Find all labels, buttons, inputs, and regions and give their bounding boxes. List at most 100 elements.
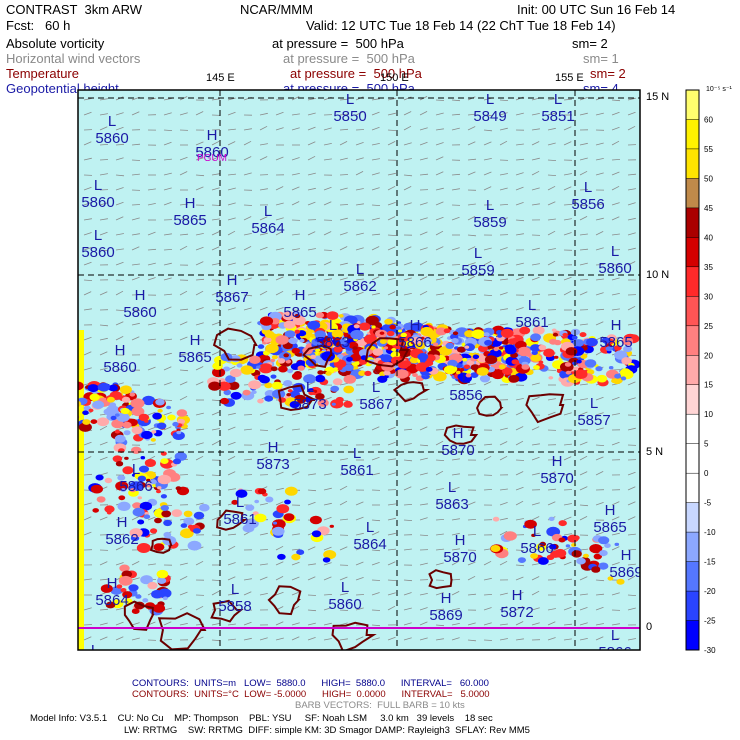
vorticity-blob: [231, 499, 239, 505]
wind-barb: [451, 127, 460, 131]
wind-barb: [451, 173, 461, 176]
wind-barb: [595, 623, 604, 626]
wind-barb: [403, 186, 412, 191]
wind-barb: [243, 233, 252, 236]
wind-barb: [419, 517, 428, 521]
colorbar-label: 15: [704, 381, 713, 390]
wind-barb: [499, 638, 508, 641]
vorticity-blob: [152, 604, 166, 613]
colorbar-segment: [686, 620, 699, 651]
wind-barb: [131, 204, 141, 206]
vorticity-blob: [307, 320, 321, 330]
wind-barb: [243, 140, 252, 146]
wind-barb: [195, 455, 204, 461]
wind-barb: [435, 382, 444, 386]
hl-value: 5857: [577, 412, 610, 429]
wind-barb: [483, 443, 493, 446]
vorticity-blob: [132, 507, 145, 517]
vorticity-blob: [270, 366, 278, 372]
wind-barb: [291, 533, 300, 536]
wind-barb: [259, 442, 268, 446]
vorticity-blob: [254, 499, 260, 504]
wind-barb: [83, 218, 92, 221]
vorticity-blob: [286, 393, 292, 397]
lat-label-10n: 10 N: [646, 269, 670, 281]
hl-letter: H: [190, 332, 201, 349]
wind-barb: [259, 125, 268, 131]
vorticity-blob: [212, 362, 223, 370]
wind-barb: [195, 381, 204, 386]
wind-barb: [515, 276, 524, 281]
wind-barb: [563, 204, 573, 206]
vorticity-blob: [265, 343, 279, 354]
wind-barb: [451, 322, 460, 326]
vorticity-blob: [245, 504, 255, 511]
vorticity-blob: [294, 313, 301, 319]
hl-value: 5864: [251, 220, 284, 237]
wind-barb: [163, 158, 172, 161]
wind-barb: [211, 263, 220, 266]
vorticity-blob: [574, 369, 588, 380]
vorticity-blob: [579, 332, 587, 338]
vorticity-blob: [400, 332, 408, 338]
wind-barb: [611, 185, 620, 191]
vorticity-blob: [257, 488, 267, 495]
wind-barb: [83, 291, 92, 296]
colorbar-segment: [686, 591, 699, 622]
wind-barb: [99, 516, 108, 521]
wind-barb: [275, 290, 284, 296]
wind-barb: [291, 291, 300, 296]
vorticity-blob: [553, 355, 559, 359]
vorticity-blob: [472, 354, 480, 360]
wind-barb: [275, 637, 284, 641]
wind-barb: [531, 396, 540, 401]
wind-barb: [403, 607, 412, 611]
hl-value: 5851: [541, 108, 574, 125]
vorticity-blob: [131, 426, 143, 435]
vorticity-blob: [530, 553, 539, 559]
wind-barb: [499, 530, 508, 536]
vorticity-blob: [105, 601, 116, 609]
wind-barb: [403, 174, 413, 177]
wind-barb: [147, 338, 156, 341]
wind-barb: [467, 397, 476, 401]
wind-barb: [259, 429, 269, 431]
wind-barb: [627, 575, 636, 581]
wind-barb: [243, 637, 252, 641]
wind-barb: [371, 609, 381, 611]
wind-barb: [355, 561, 364, 566]
wind-barb: [387, 548, 397, 551]
wind-barb: [339, 204, 349, 206]
vorticity-blob: [599, 550, 608, 557]
wind-barb: [435, 592, 444, 596]
wind-barb: [291, 591, 300, 596]
vorticity-blob: [583, 553, 589, 558]
wind-barb: [83, 636, 92, 641]
wind-barb: [435, 624, 445, 627]
hl-letter: L: [132, 461, 140, 478]
wind-barb: [435, 638, 444, 641]
wind-barb: [307, 201, 316, 206]
wind-barb: [531, 141, 540, 146]
vorticity-blob: [464, 343, 475, 352]
vorticity-blob: [346, 356, 353, 362]
wind-barb: [275, 426, 284, 431]
hl-value: 5861: [340, 462, 373, 479]
hl-letter: H: [207, 127, 218, 144]
wind-barb: [547, 98, 556, 101]
wind-barb: [547, 398, 556, 401]
wind-barb: [547, 369, 557, 371]
wind-barb: [435, 112, 444, 116]
wind-barb: [371, 531, 380, 536]
wind-barb: [531, 113, 540, 116]
hl-value: 5862: [105, 531, 138, 548]
wind-barb: [563, 218, 572, 221]
vorticity-blob: [386, 330, 395, 337]
wind-barb: [99, 218, 108, 221]
vorticity-blob: [372, 348, 384, 356]
vorticity-blob: [118, 495, 126, 501]
wind-barb: [515, 398, 524, 401]
